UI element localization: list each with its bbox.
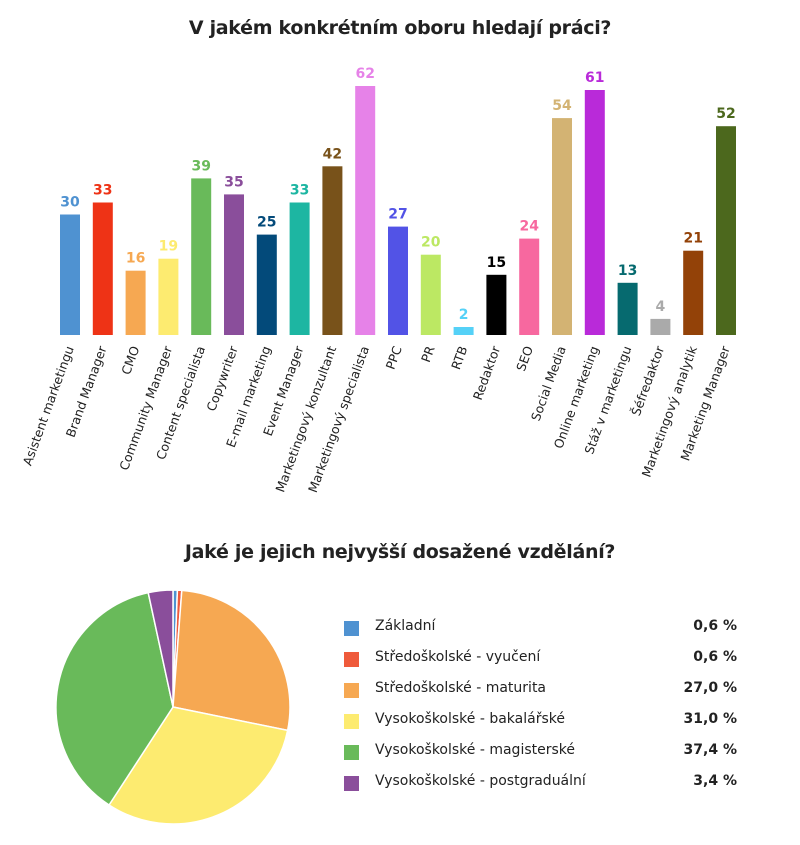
bar <box>256 234 277 335</box>
legend-value: 0,6 % <box>693 649 737 665</box>
bar <box>289 202 310 335</box>
legend-swatch <box>344 683 359 698</box>
x-tick-label: SEO <box>513 344 536 373</box>
pie-slice <box>55 591 174 806</box>
x-tick-label: PPC <box>383 344 405 372</box>
bar <box>650 318 671 335</box>
bar <box>92 202 113 335</box>
bar-value-label: 33 <box>93 183 112 199</box>
legend-swatch <box>344 776 359 791</box>
legend-item: Vysokoškolské - postgraduální 3,4 % <box>344 772 744 803</box>
bar <box>388 226 408 335</box>
x-tick-label: PR <box>418 344 438 365</box>
bar-value-label: 16 <box>126 251 145 267</box>
bar <box>224 194 244 335</box>
bar <box>617 282 638 335</box>
bar-chart-title: V jakém konkrétním oboru hledají práci? <box>188 17 612 39</box>
pie-slice <box>172 589 291 732</box>
x-tick-label: Redaktor <box>470 343 504 402</box>
bar-value-label: 27 <box>388 207 407 223</box>
bar <box>552 118 572 335</box>
bar-value-label: 24 <box>519 219 539 235</box>
pie-slice <box>147 589 174 708</box>
legend-label: Vysokoškolské - bakalářské <box>375 711 565 727</box>
bar-value-label: 54 <box>552 98 572 114</box>
legend-swatch <box>344 745 359 760</box>
legend-label: Vysokoškolské - postgraduální <box>375 773 586 789</box>
legend-value: 27,0 % <box>683 680 737 696</box>
bar-value-label: 52 <box>716 106 735 122</box>
bar-value-label: 2 <box>459 307 469 323</box>
x-tick-label: Šéfredaktor <box>628 343 667 418</box>
pie-chart <box>55 589 291 825</box>
legend-swatch <box>344 621 359 636</box>
pie-legend: Základní 0,6 % Středoškolské - vyučení 0,6 … <box>344 617 744 803</box>
bar-value-label: 15 <box>487 255 506 271</box>
bar-value-label: 39 <box>191 158 210 174</box>
bar <box>322 166 343 335</box>
legend-value: 37,4 % <box>683 742 737 758</box>
legend-label: Středoškolské - maturita <box>375 680 547 696</box>
bar <box>60 214 80 335</box>
bar <box>519 238 540 335</box>
legend-swatch <box>344 652 359 667</box>
bar <box>191 178 212 335</box>
bar <box>125 270 146 335</box>
legend-item: Středoškolské - maturita 27,0 % <box>344 679 744 710</box>
bar-value-label: 19 <box>159 239 178 255</box>
pie-chart-title: Jaké je jejich nejvyšší dosažené vzdělán… <box>184 541 616 563</box>
bar-value-label: 20 <box>421 235 441 251</box>
bar-value-label: 21 <box>683 231 702 247</box>
bar-value-label: 42 <box>323 146 342 162</box>
bar <box>453 327 474 335</box>
legend-item: Středoškolské - vyučení 0,6 % <box>344 648 744 679</box>
pie-slice <box>108 706 289 825</box>
bar-value-label: 13 <box>618 263 637 279</box>
bar <box>420 254 441 335</box>
legend-value: 3,4 % <box>693 773 737 789</box>
x-tick-label: RTB <box>448 344 470 372</box>
bar <box>716 126 736 335</box>
bar <box>683 250 704 335</box>
bar-value-label: 62 <box>355 66 374 82</box>
bar-value-label: 4 <box>656 299 666 315</box>
legend-item: Vysokoškolské - bakalářské 31,0 % <box>344 710 744 741</box>
legend-swatch <box>344 714 359 729</box>
legend-label: Vysokoškolské - magisterské <box>375 742 576 758</box>
legend-value: 31,0 % <box>683 711 737 727</box>
bar <box>158 258 179 335</box>
bar-value-label: 33 <box>290 183 309 199</box>
bar <box>486 274 507 335</box>
bar-value-label: 61 <box>585 70 604 86</box>
bar-value-label: 35 <box>224 174 243 190</box>
bar <box>355 86 376 335</box>
bar-value-label: 25 <box>257 215 276 231</box>
bar <box>584 90 605 335</box>
legend-item: Základní 0,6 % <box>344 617 744 648</box>
legend-value: 0,6 % <box>693 618 737 634</box>
legend-label: Středoškolské - vyučení <box>375 649 541 665</box>
legend-label: Základní <box>375 618 436 634</box>
bar-value-label: 30 <box>60 195 80 211</box>
legend-item: Vysokoškolské - magisterské 37,4 % <box>344 741 744 772</box>
